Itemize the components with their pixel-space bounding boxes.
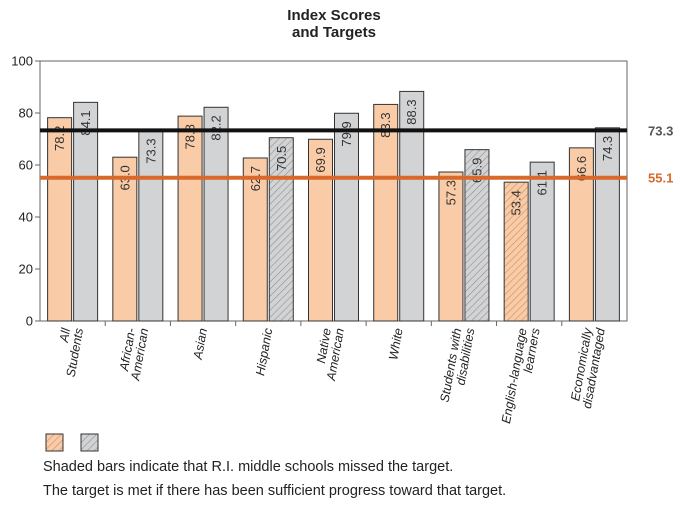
bar-value-label: 66.6 <box>574 156 589 181</box>
bar-value-label: 69.9 <box>313 147 328 172</box>
legend <box>45 433 99 452</box>
bar-value-label: 73.3 <box>143 138 158 163</box>
bar-value-label: 57.3 <box>443 180 458 205</box>
bar-score-b <box>203 106 229 322</box>
bar-value-label: 78.8 <box>183 124 198 149</box>
category-label: English-language <box>499 327 530 425</box>
category-label: Asian <box>191 327 210 361</box>
target-label: 73.3 <box>648 123 673 138</box>
legend-swatch-hatched-orange <box>45 433 64 452</box>
y-axis: 0 20 40 60 80 100 <box>11 54 628 329</box>
bar-score-b <box>399 90 425 322</box>
bars: 78.284.163.073.378.882.262.770.569.979.9… <box>47 90 620 322</box>
bar-score-a <box>308 138 333 322</box>
bar-score-a <box>438 171 464 322</box>
bar-value-label: 53.4 <box>509 190 524 215</box>
bar-score-a <box>177 115 203 322</box>
bar-score-b <box>73 101 99 322</box>
bar-score-b <box>334 112 359 322</box>
target-label: 55.1 <box>648 171 673 186</box>
y-tick-label: 60 <box>19 158 33 173</box>
bar-value-label: 70.5 <box>274 146 289 171</box>
category-label: Hispanic <box>253 326 275 376</box>
bar-score-a <box>503 181 529 322</box>
bar-score-b <box>268 137 294 322</box>
bar-value-label: 83.3 <box>378 112 393 137</box>
y-tick-label: 80 <box>19 106 33 121</box>
bar-score-a <box>242 157 268 322</box>
bar-score-a <box>373 103 399 322</box>
bar-value-label: 82.2 <box>209 115 224 140</box>
plot-frame <box>39 60 628 322</box>
note-missed-target: Shaded bars indicate that R.I. middle sc… <box>43 459 454 475</box>
bar-score-b <box>529 161 555 322</box>
y-tick-label: 40 <box>19 210 33 225</box>
category-label: Native <box>314 327 334 364</box>
bar-value-label: 61.1 <box>535 170 550 195</box>
bar-value-label: 79.9 <box>339 121 354 146</box>
bar-value-label: 88.3 <box>404 99 419 124</box>
y-tick-label: 20 <box>19 262 33 277</box>
bar-value-label: 74.3 <box>600 136 615 161</box>
target-lines: 73.3 55.1 <box>40 123 673 186</box>
category-label: White <box>386 327 405 361</box>
y-tick-label: 0 <box>26 314 33 329</box>
bar-score-a <box>112 156 138 322</box>
bar-score-b <box>594 127 620 322</box>
note-target-met: The target is met if there has been suff… <box>43 483 507 499</box>
chart-title: Index Scores and Targets <box>287 7 380 41</box>
y-tick-label: 100 <box>11 54 33 69</box>
bar-score-a <box>47 117 73 322</box>
category-label: All <box>57 326 74 344</box>
legend-swatch-hatched-gray <box>80 433 99 452</box>
